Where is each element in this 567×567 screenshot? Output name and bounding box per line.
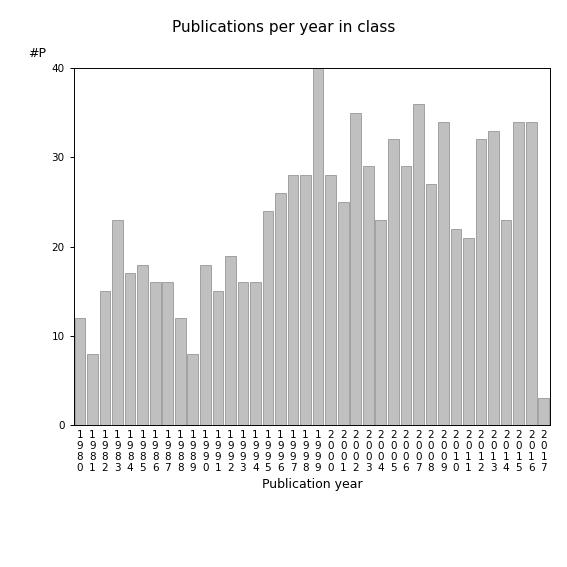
Bar	[287, 175, 298, 425]
Bar	[350, 113, 361, 425]
Text: #P: #P	[28, 46, 46, 60]
Bar	[301, 175, 311, 425]
Bar	[388, 139, 399, 425]
Bar	[200, 264, 210, 425]
Bar	[338, 202, 349, 425]
Bar	[313, 68, 323, 425]
Bar	[275, 193, 286, 425]
Bar	[188, 354, 198, 425]
Bar	[100, 291, 111, 425]
Bar	[501, 220, 511, 425]
Bar	[488, 130, 499, 425]
Bar	[363, 166, 374, 425]
Bar	[87, 354, 98, 425]
Bar	[451, 229, 462, 425]
Bar	[476, 139, 486, 425]
Bar	[238, 282, 248, 425]
Bar	[413, 104, 424, 425]
Bar	[438, 122, 448, 425]
Bar	[137, 264, 148, 425]
Bar	[539, 399, 549, 425]
Bar	[513, 122, 524, 425]
Bar	[225, 256, 236, 425]
Bar	[213, 291, 223, 425]
Bar	[162, 282, 173, 425]
Bar	[426, 184, 436, 425]
Bar	[175, 318, 185, 425]
Bar	[463, 238, 474, 425]
Bar	[526, 122, 536, 425]
Bar	[112, 220, 123, 425]
X-axis label: Publication year: Publication year	[261, 478, 362, 491]
Bar	[150, 282, 160, 425]
Bar	[400, 166, 411, 425]
Bar	[125, 273, 136, 425]
Bar	[375, 220, 386, 425]
Bar	[75, 318, 85, 425]
Bar	[250, 282, 261, 425]
Bar	[325, 175, 336, 425]
Bar	[263, 211, 273, 425]
Text: Publications per year in class: Publications per year in class	[172, 20, 395, 35]
